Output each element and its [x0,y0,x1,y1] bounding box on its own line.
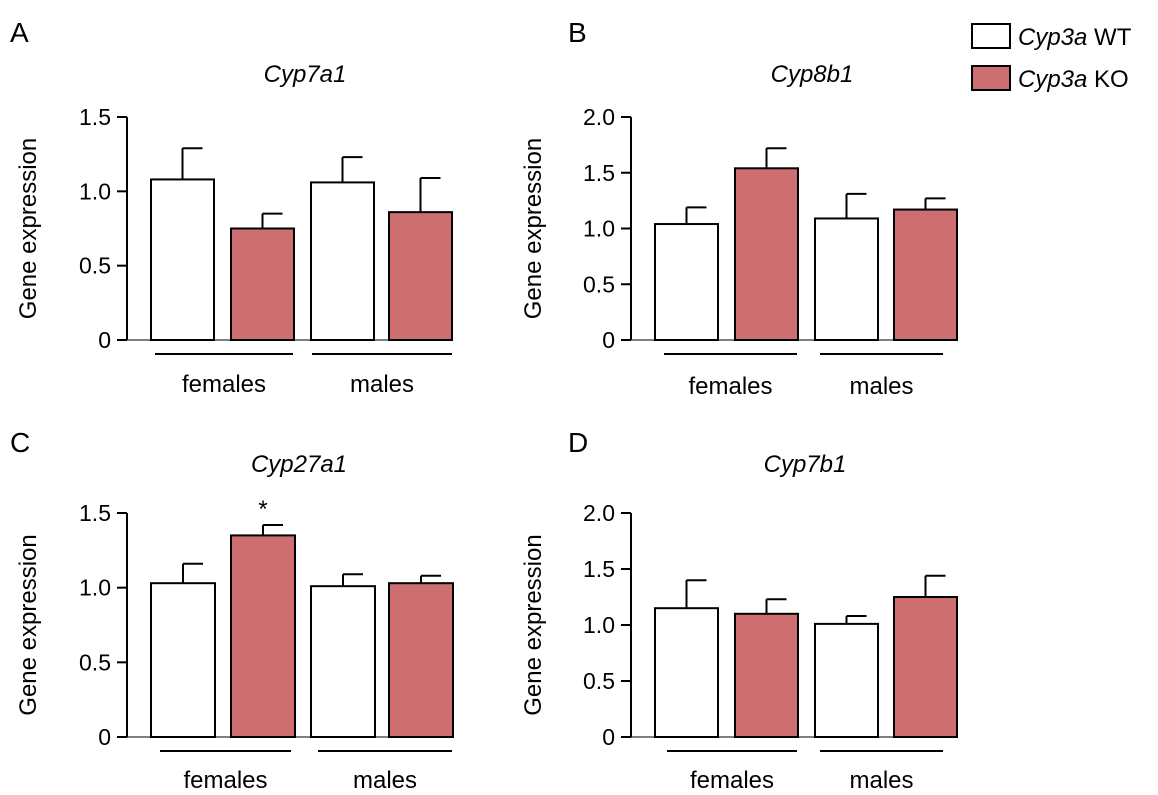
panels: A Cyp7a1 Gene expression 0 0.5 1.0 1.5 females m… [10,17,958,794]
bar-females-ko [230,227,295,341]
legend-label-wt: Cyp3a WT [1018,24,1132,51]
panel-c: C Cyp27a1 Gene expression 0 0.5 1.0 1.5 * female… [10,427,454,794]
panel-letter: D [568,427,588,458]
y-axis-label: Gene expression [15,138,42,319]
bar-males-wt [310,181,375,341]
y-tick-label: 1.0 [79,178,111,204]
significance-mark: * [258,496,267,523]
bar-females-wt [150,178,215,341]
y-axis-label: Gene expression [520,138,547,319]
group-label-males: males [350,371,414,398]
y-tick-label: 1.5 [79,104,111,130]
bar-males-ko [893,596,958,738]
y-tick-label: 2.0 [583,104,615,130]
bar-females-wt [654,223,719,341]
bar-females-wt [150,582,216,738]
y-tick-label: 1.5 [79,500,111,526]
legend: Cyp3a WT Cyp3a KO [971,23,1132,93]
bar-males-ko [388,211,453,341]
y-tick-label: 0.5 [583,668,615,694]
legend-item-wt: Cyp3a WT [971,23,1132,51]
y-axis-label: Gene expression [15,534,42,715]
panel-letter: C [10,427,30,458]
legend-item-ko: Cyp3a KO [971,65,1129,93]
y-tick-label: 1.5 [583,556,615,582]
y-tick-label: 0.5 [583,271,615,297]
bar-males-wt [814,217,879,341]
bar-males-wt [310,585,376,738]
panel-b: B Cyp8b1 Gene expression 0 0.5 1.0 1.5 2.0 femal… [520,17,958,400]
y-tick-label: 0 [98,327,111,353]
bar-males-wt [814,622,879,739]
group-label-females: females [183,767,267,794]
bar-males-ko [388,582,454,738]
bar-females-wt [654,607,719,739]
legend-label-wt-suffix: WT [1087,24,1131,51]
panel-letter: B [568,17,587,48]
y-tick-label: 0.5 [79,649,111,675]
bar-females-ko [230,534,296,739]
panel-a: A Cyp7a1 Gene expression 0 0.5 1.0 1.5 females m… [10,17,453,398]
y-tick-label: 0 [98,724,111,750]
y-tick-label: 1.0 [583,612,615,638]
bar-females-ko [734,167,799,341]
y-tick-label: 2.0 [583,500,615,526]
bar-females-ko [734,612,799,738]
legend-label-wt-italic: Cyp3a [1018,24,1087,51]
group-label-males: males [849,767,913,794]
group-label-females: females [182,371,266,398]
group-label-females: females [688,373,772,400]
group-label-females: females [690,767,774,794]
chart-title: Cyp8b1 [771,61,854,88]
legend-label-ko: Cyp3a KO [1018,66,1129,93]
y-tick-label: 1.5 [583,160,615,186]
y-axis-label: Gene expression [520,534,547,715]
bar-males-ko [893,208,958,341]
chart-title: Cyp7a1 [264,61,347,88]
y-tick-label: 0 [602,724,615,750]
panel-letter: A [10,17,29,48]
y-tick-label: 0.5 [79,253,111,279]
legend-swatch-ko [971,65,1011,91]
legend-label-ko-italic: Cyp3a [1018,66,1087,93]
y-tick-label: 0 [602,327,615,353]
chart-title: Cyp7b1 [764,451,847,478]
legend-swatch-wt [971,23,1011,49]
y-tick-label: 1.0 [583,216,615,242]
chart-title: Cyp27a1 [251,451,347,478]
y-tick-label: 1.0 [79,575,111,601]
legend-label-ko-suffix: KO [1087,66,1128,93]
group-label-males: males [353,767,417,794]
group-label-males: males [849,373,913,400]
panel-d: D Cyp7b1 Gene expression 0 0.5 1.0 1.5 2.0 femal… [520,427,958,794]
